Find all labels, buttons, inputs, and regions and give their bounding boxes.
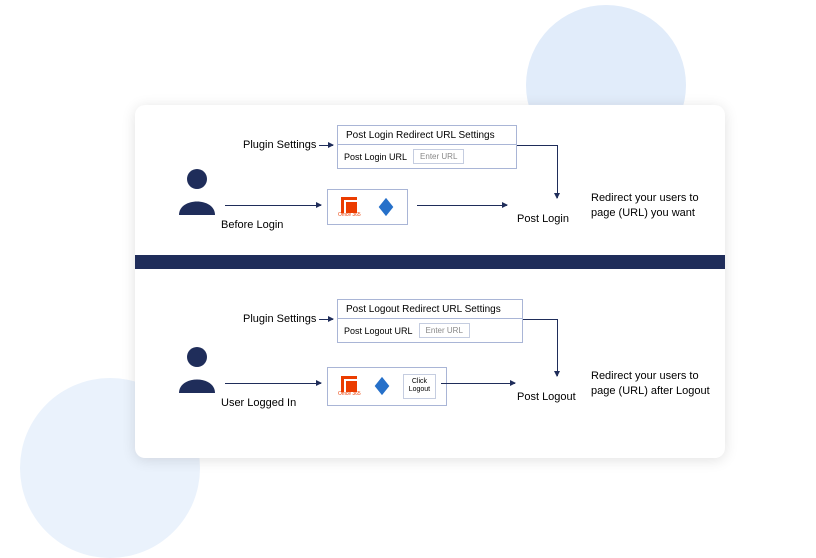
diagram-card: Before Login Plugin Settings Post Login …: [135, 105, 725, 458]
settings-row2: Post Logout URL Enter URL: [338, 319, 522, 342]
connector-v1: [557, 145, 558, 198]
settings-row: Post Login URL Enter URL: [338, 145, 516, 168]
state-label-logged-in: User Logged In: [221, 397, 296, 409]
connector-v2: [557, 319, 558, 376]
office365-icon: Office 365: [338, 197, 361, 218]
azure-ad-icon: [375, 196, 397, 218]
post-login-label: Post Login: [517, 213, 569, 225]
section-divider: [135, 255, 725, 269]
arrow-ps-to-box: [319, 145, 333, 146]
section-logout: User Logged In Plugin Settings Post Logo…: [135, 269, 725, 444]
state-label-before-login: Before Login: [221, 219, 283, 231]
arrow-apps-to-post: [417, 205, 507, 206]
connector-h2: [523, 319, 557, 320]
section-login: Before Login Plugin Settings Post Login …: [135, 105, 725, 255]
settings-url-input[interactable]: Enter URL: [413, 149, 464, 164]
result-text-logout: Redirect your users to page (URL) after …: [591, 369, 710, 400]
settings-field-label: Post Login URL: [344, 152, 407, 162]
settings-field-label2: Post Logout URL: [344, 326, 413, 336]
settings-box-login: Post Login Redirect URL Settings Post Lo…: [337, 125, 517, 169]
settings-title2: Post Logout Redirect URL Settings: [338, 300, 522, 319]
arrow-user-to-apps2: [225, 383, 321, 384]
arrow-user-to-apps: [225, 205, 321, 206]
user-icon: [177, 167, 217, 215]
user-icon: [177, 345, 217, 393]
arrow-ps-to-box2: [319, 319, 333, 320]
azure-ad-icon: [371, 375, 393, 397]
settings-box-logout: Post Logout Redirect URL Settings Post L…: [337, 299, 523, 343]
arrow-apps-to-post2: [441, 383, 515, 384]
apps-box-login: Office 365: [327, 189, 408, 225]
connector-h1: [517, 145, 557, 146]
settings-title: Post Login Redirect URL Settings: [338, 126, 516, 145]
office365-icon: Office 365: [338, 376, 361, 397]
click-logout-button[interactable]: Click Logout: [403, 374, 436, 399]
post-logout-label: Post Logout: [517, 391, 576, 403]
plugin-settings-label: Plugin Settings: [243, 139, 316, 151]
settings-url-input2[interactable]: Enter URL: [419, 323, 470, 338]
apps-box-logout: Office 365 Click Logout: [327, 367, 447, 406]
plugin-settings-label2: Plugin Settings: [243, 313, 316, 325]
result-text-login: Redirect your users to page (URL) you wa…: [591, 191, 699, 222]
